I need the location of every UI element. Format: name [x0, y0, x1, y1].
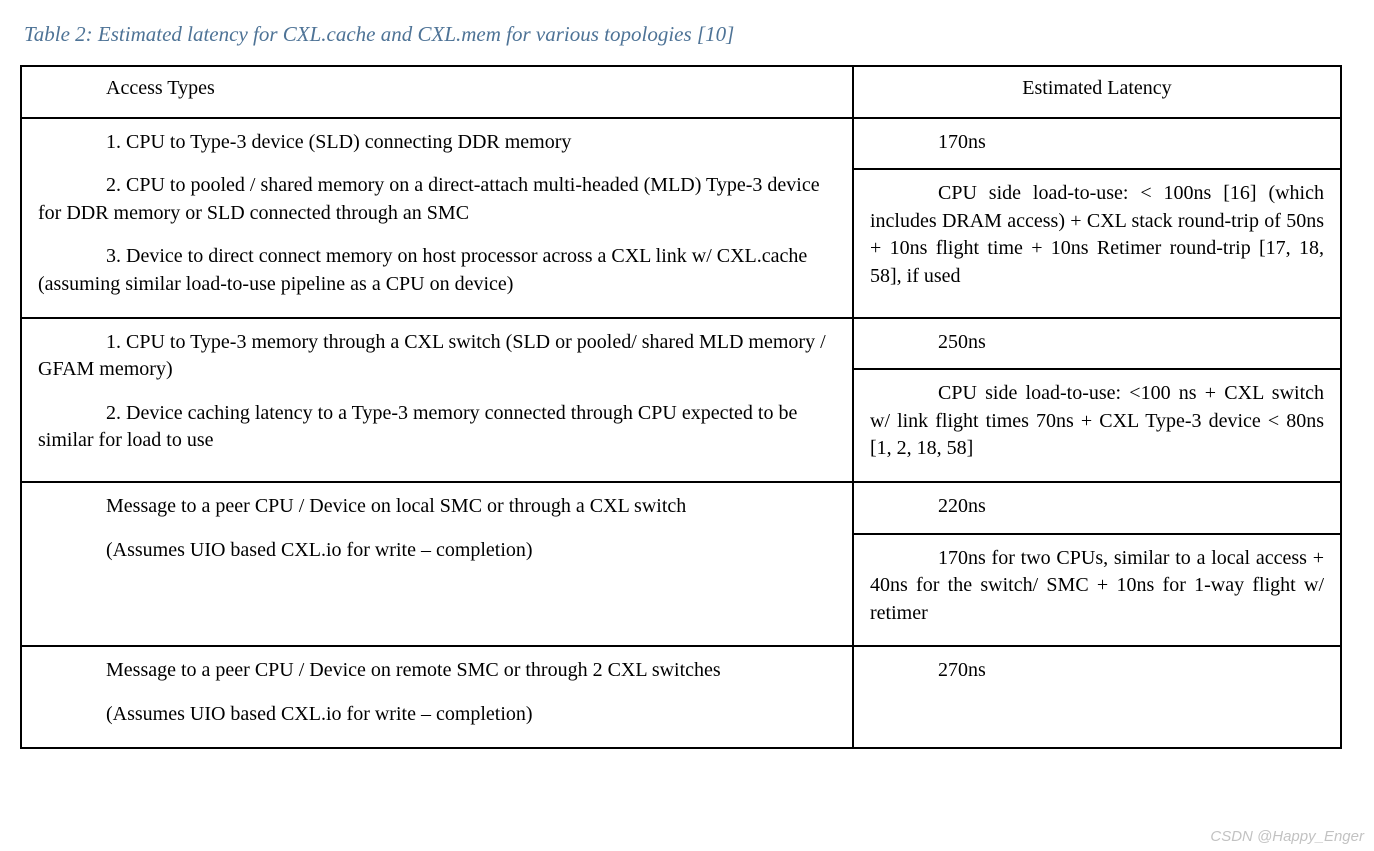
latency-summary: 270ns [870, 657, 1324, 685]
access-type-item: 2. CPU to pooled / shared memory on a di… [38, 172, 836, 227]
latency-detail: 170ns for two CPUs, similar to a local a… [854, 535, 1340, 646]
access-type-item: Message to a peer CPU / Device on remote… [38, 657, 836, 685]
access-type-item: 3. Device to direct connect memory on ho… [38, 243, 836, 298]
access-types-cell: Message to a peer CPU / Device on local … [21, 482, 853, 646]
latency-table: Access Types Estimated Latency 1. CPU to… [20, 65, 1342, 749]
latency-cell: 270ns [853, 646, 1341, 747]
access-type-item: Message to a peer CPU / Device on local … [38, 493, 836, 521]
latency-cell: 220ns 170ns for two CPUs, similar to a l… [853, 482, 1341, 646]
access-types-cell: 1. CPU to Type-3 device (SLD) connecting… [21, 118, 853, 318]
table-row: Message to a peer CPU / Device on local … [21, 482, 1341, 646]
latency-detail: CPU side load-to-use: <100 ns + CXL swit… [854, 370, 1340, 481]
access-type-item: (Assumes UIO based CXL.io for write – co… [38, 701, 836, 729]
access-type-item: 2. Device caching latency to a Type-3 me… [38, 400, 836, 455]
access-types-cell: 1. CPU to Type-3 memory through a CXL sw… [21, 318, 853, 482]
latency-summary: 250ns [854, 319, 1340, 371]
latency-cell: 250ns CPU side load-to-use: <100 ns + CX… [853, 318, 1341, 482]
latency-summary: 170ns [854, 119, 1340, 171]
table-header-row: Access Types Estimated Latency [21, 66, 1341, 118]
latency-summary: 220ns [854, 483, 1340, 535]
table-row: 1. CPU to Type-3 device (SLD) connecting… [21, 118, 1341, 318]
watermark: CSDN @Happy_Enger [1210, 828, 1364, 845]
access-type-item: 1. CPU to Type-3 device (SLD) connecting… [38, 129, 836, 157]
latency-cell: 170ns CPU side load-to-use: < 100ns [16]… [853, 118, 1341, 318]
access-type-item: 1. CPU to Type-3 memory through a CXL sw… [38, 329, 836, 384]
table-row: 1. CPU to Type-3 memory through a CXL sw… [21, 318, 1341, 482]
table-row: Message to a peer CPU / Device on remote… [21, 646, 1341, 747]
access-type-item: (Assumes UIO based CXL.io for write – co… [38, 537, 836, 565]
latency-detail: CPU side load-to-use: < 100ns [16] (whic… [854, 170, 1340, 308]
header-estimated-latency: Estimated Latency [853, 66, 1341, 118]
table-caption: Table 2: Estimated latency for CXL.cache… [20, 22, 1354, 47]
header-access-types: Access Types [21, 66, 853, 118]
access-types-cell: Message to a peer CPU / Device on remote… [21, 646, 853, 747]
